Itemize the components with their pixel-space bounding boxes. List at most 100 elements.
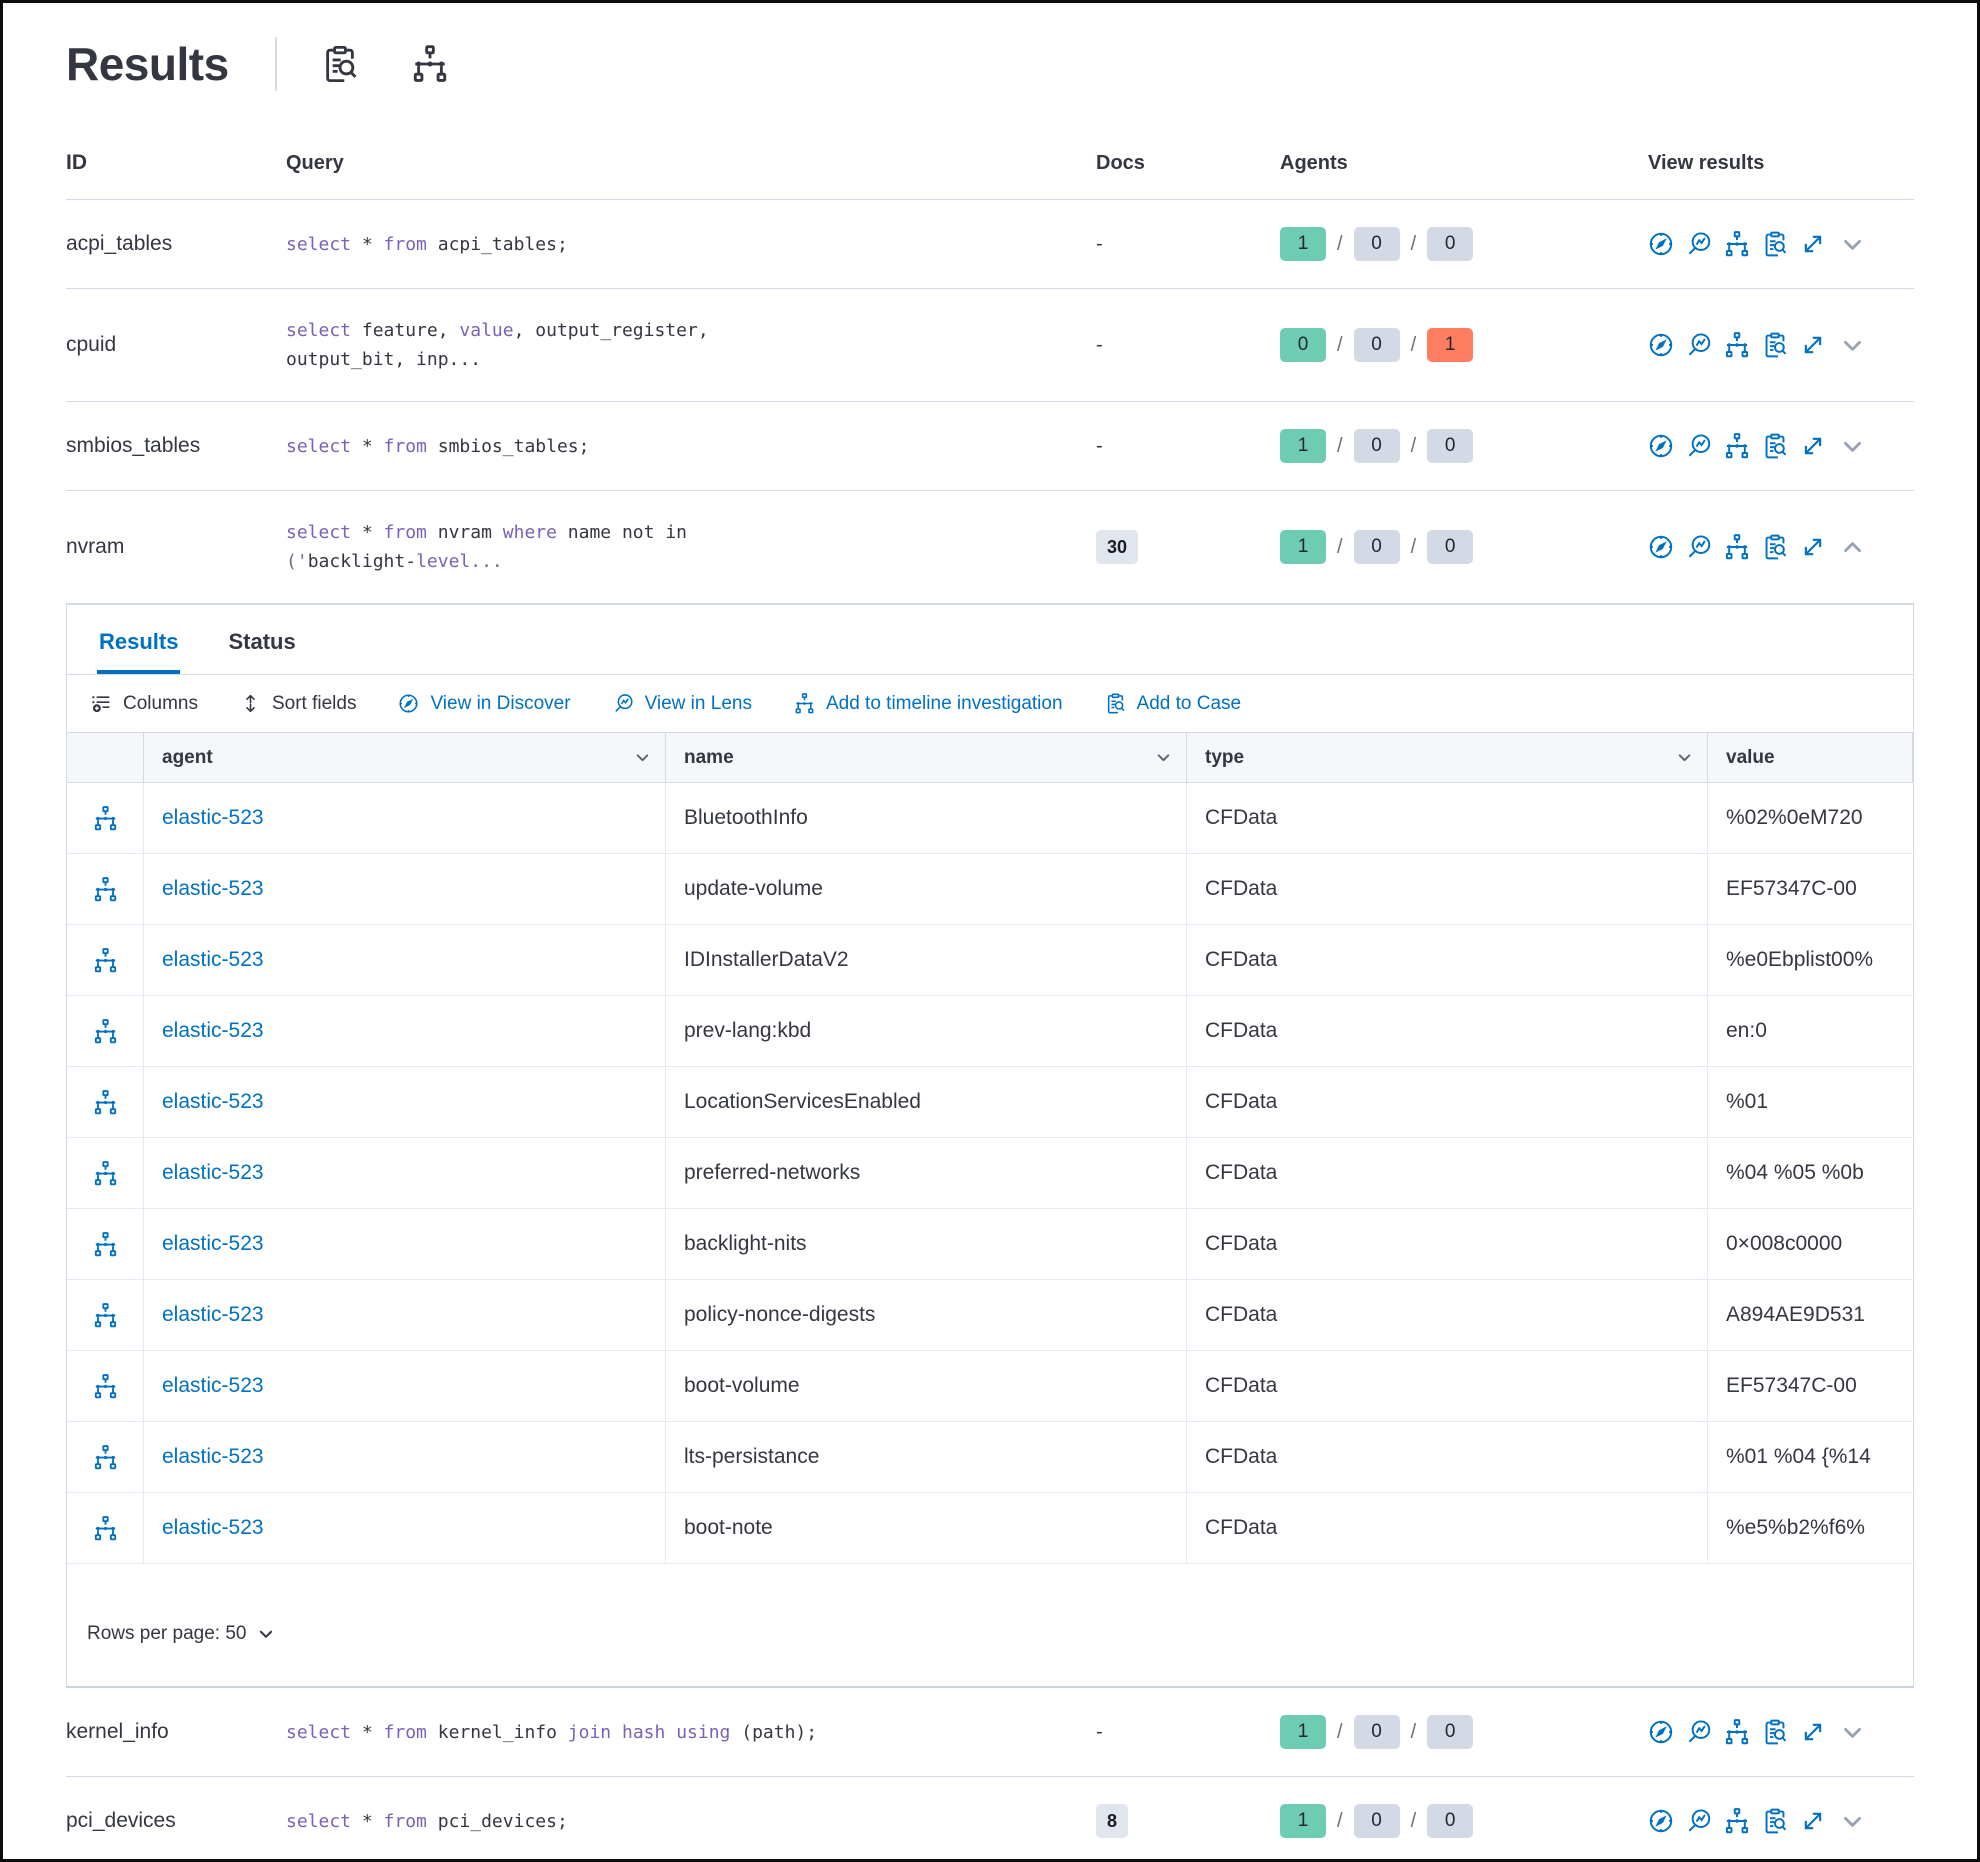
view-in-lens-button[interactable]: View in Lens <box>613 693 752 715</box>
agent-link[interactable]: elastic-523 <box>162 1374 264 1397</box>
expand-row-icon[interactable] <box>1840 434 1865 459</box>
agent-link[interactable]: elastic-523 <box>162 1090 264 1113</box>
expand-row-icon[interactable] <box>1840 1809 1865 1834</box>
agents-failed-badge: 0 <box>1427 429 1474 463</box>
add-to-timeline-icon[interactable] <box>93 1018 118 1044</box>
view-in-discover-icon[interactable] <box>1648 433 1674 459</box>
agent-link[interactable]: elastic-523 <box>162 1303 264 1326</box>
agents-failed-badge: 0 <box>1427 1804 1474 1838</box>
expand-row-icon[interactable] <box>1840 232 1865 257</box>
view-in-lens-icon[interactable] <box>1686 332 1712 358</box>
grid-header-agent[interactable]: agent <box>144 733 666 782</box>
agent-link[interactable]: elastic-523 <box>162 806 264 829</box>
add-to-timeline-icon[interactable] <box>93 1231 118 1257</box>
result-name: prev-lang:kbd <box>666 996 1187 1066</box>
expand-row-icon[interactable] <box>1840 1720 1865 1745</box>
grid-header-type[interactable]: type <box>1187 733 1708 782</box>
expand-results-icon[interactable] <box>1800 534 1826 560</box>
result-row: elastic-523 LocationServicesEnabled CFData… <box>67 1067 1913 1138</box>
agents-status: 0 / 0 / 1 <box>1280 328 1633 362</box>
result-value: en:0 <box>1726 1019 1767 1042</box>
add-to-timeline-icon[interactable] <box>1724 231 1750 257</box>
column-header-docs: Docs <box>1096 151 1145 174</box>
add-to-timeline-icon[interactable] <box>93 1160 118 1186</box>
add-to-case-icon[interactable] <box>1762 1808 1788 1834</box>
result-value: %01 %04 {%14 <box>1726 1445 1871 1468</box>
view-in-discover-icon[interactable] <box>1648 231 1674 257</box>
tab-results[interactable]: Results <box>97 605 181 674</box>
slash-separator: / <box>1337 333 1343 356</box>
agent-link[interactable]: elastic-523 <box>162 877 264 900</box>
add-to-timeline-icon[interactable] <box>1724 534 1750 560</box>
expand-results-icon[interactable] <box>1800 332 1826 358</box>
query-sql: select * from pci_devices; <box>286 1810 568 1832</box>
saved-query-row: kernel_info select * from kernel_info joi… <box>66 1688 1914 1777</box>
view-in-lens-icon[interactable] <box>1686 534 1712 560</box>
page-header: Results <box>3 3 1977 95</box>
result-value: %e5%b2%f6% <box>1726 1516 1865 1539</box>
slash-separator: / <box>1410 1720 1417 1743</box>
pack-sitemap-icon[interactable] <box>411 45 449 83</box>
queries-table: ID Query Docs Agents View results acpi_t… <box>66 119 1914 1859</box>
queries-table-header: ID Query Docs Agents View results <box>66 119 1914 200</box>
agent-link[interactable]: elastic-523 <box>162 1019 264 1042</box>
view-in-lens-icon[interactable] <box>1686 433 1712 459</box>
result-value: %02%0eM720 <box>1726 806 1863 829</box>
add-to-timeline-icon[interactable] <box>93 1089 118 1115</box>
column-header-view-results: View results <box>1648 151 1765 174</box>
expand-results-icon[interactable] <box>1800 1808 1826 1834</box>
sort-fields-button[interactable]: Sort fields <box>240 693 356 715</box>
add-to-timeline-button[interactable]: Add to timeline investigation <box>794 693 1063 715</box>
add-to-timeline-icon[interactable] <box>1724 332 1750 358</box>
add-to-case-icon[interactable] <box>1762 332 1788 358</box>
view-in-discover-icon[interactable] <box>1648 1719 1674 1745</box>
add-to-case-icon[interactable] <box>1762 534 1788 560</box>
tab-status[interactable]: Status <box>228 629 296 654</box>
agent-link[interactable]: elastic-523 <box>162 1445 264 1468</box>
timeline-sitemap-icon <box>794 693 815 714</box>
agent-link[interactable]: elastic-523 <box>162 1161 264 1184</box>
agents-failed-badge: 0 <box>1427 227 1474 261</box>
add-to-timeline-icon[interactable] <box>93 1515 118 1541</box>
add-to-case-icon[interactable] <box>1762 1719 1788 1745</box>
agent-link[interactable]: elastic-523 <box>162 1232 264 1255</box>
view-in-discover-icon[interactable] <box>1648 332 1674 358</box>
agent-link[interactable]: elastic-523 <box>162 1516 264 1539</box>
add-to-timeline-icon[interactable] <box>93 947 118 973</box>
expand-results-icon[interactable] <box>1800 433 1826 459</box>
add-to-case-icon[interactable] <box>1762 231 1788 257</box>
view-in-lens-icon[interactable] <box>1686 1808 1712 1834</box>
slash-separator: / <box>1337 1809 1343 1832</box>
view-in-discover-icon[interactable] <box>1648 534 1674 560</box>
view-in-lens-icon[interactable] <box>1686 1719 1712 1745</box>
rows-per-page[interactable]: Rows per page: 50 <box>67 1564 1913 1686</box>
add-to-case-button[interactable]: Add to Case <box>1105 693 1241 715</box>
add-to-timeline-icon[interactable] <box>1724 433 1750 459</box>
collapse-row-icon[interactable] <box>1840 535 1865 560</box>
expand-results-icon[interactable] <box>1800 231 1826 257</box>
add-to-timeline-icon[interactable] <box>93 876 118 902</box>
discover-compass-icon <box>398 693 419 714</box>
view-in-discover-icon[interactable] <box>1648 1808 1674 1834</box>
add-to-timeline-icon[interactable] <box>93 1373 118 1399</box>
grid-header-value[interactable]: value <box>1708 733 1913 782</box>
grid-header-name[interactable]: name <box>666 733 1187 782</box>
add-to-timeline-icon[interactable] <box>93 805 118 831</box>
columns-button[interactable]: Columns <box>91 693 198 715</box>
result-row: elastic-523 policy-nonce-digests CFData A89… <box>67 1280 1913 1351</box>
view-in-discover-button[interactable]: View in Discover <box>398 693 571 715</box>
agents-success-badge: 1 <box>1280 1715 1326 1749</box>
expand-row-icon[interactable] <box>1840 333 1865 358</box>
query-id: smbios_tables <box>66 434 201 457</box>
view-in-lens-icon[interactable] <box>1686 231 1712 257</box>
agent-link[interactable]: elastic-523 <box>162 948 264 971</box>
add-to-timeline-icon[interactable] <box>93 1444 118 1470</box>
add-to-timeline-icon[interactable] <box>93 1302 118 1328</box>
add-to-case-icon[interactable] <box>1762 433 1788 459</box>
inspect-clipboard-icon[interactable] <box>321 45 359 83</box>
saved-query-row: pci_devices select * from pci_devices; 8 1 /… <box>66 1777 1914 1859</box>
expand-results-icon[interactable] <box>1800 1719 1826 1745</box>
add-to-timeline-icon[interactable] <box>1724 1719 1750 1745</box>
add-to-timeline-icon[interactable] <box>1724 1808 1750 1834</box>
